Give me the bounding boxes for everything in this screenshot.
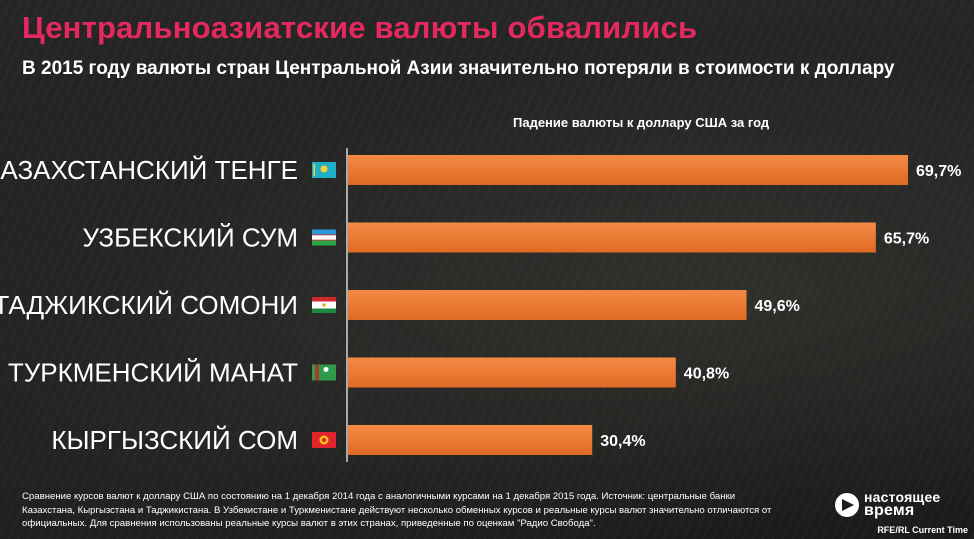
nastoyashchee-vremya-logo: настоящее время — [834, 490, 970, 520]
value-label-1: 69,7% — [916, 163, 961, 180]
credit-text: RFE/RL Current Time — [877, 525, 968, 535]
bar-4 — [348, 357, 676, 388]
logo-line2: время — [864, 502, 915, 519]
logo-line1: настоящее — [864, 489, 941, 505]
chart-title: Падение валюты к доллару США за год — [513, 115, 770, 130]
value-label-4: 40,8% — [684, 366, 729, 383]
category-label-1: КАЗАХСТАНСКИЙ ТЕНГЕ — [0, 155, 298, 185]
category-label-3: ТАДЖИКСКИЙ СОМОНИ — [0, 290, 298, 320]
bar-1 — [348, 155, 908, 185]
category-label-2: УЗБЕКСКИЙ СУМ — [82, 223, 298, 253]
tajikistan-flag-icon — [312, 297, 336, 313]
category-label-5: КЫРГЫЗСКИЙ СОМ — [51, 425, 298, 455]
bar-5 — [348, 425, 593, 455]
value-label-3: 49,6% — [755, 298, 800, 315]
page-title: Центральноазиатские валюты обвалились — [22, 10, 698, 45]
source-footnote: Сравнение курсов валют к доллару США по … — [22, 491, 772, 529]
logo-mark-icon — [835, 493, 859, 517]
bar-3 — [348, 290, 747, 320]
page-subtitle: В 2015 году валюты стран Центральной Ази… — [22, 58, 895, 79]
value-label-2: 65,7% — [884, 231, 929, 248]
category-label-4: ТУРКМЕНСКИЙ МАНАТ — [8, 358, 298, 388]
value-label-5: 30,4% — [600, 433, 645, 450]
uzbekistan-flag-icon — [312, 229, 336, 246]
kazakhstan-flag-icon — [312, 162, 336, 178]
turkmenistan-flag-icon — [312, 364, 336, 381]
kyrgyzstan-flag-icon — [312, 432, 336, 448]
bar-2 — [348, 222, 876, 253]
